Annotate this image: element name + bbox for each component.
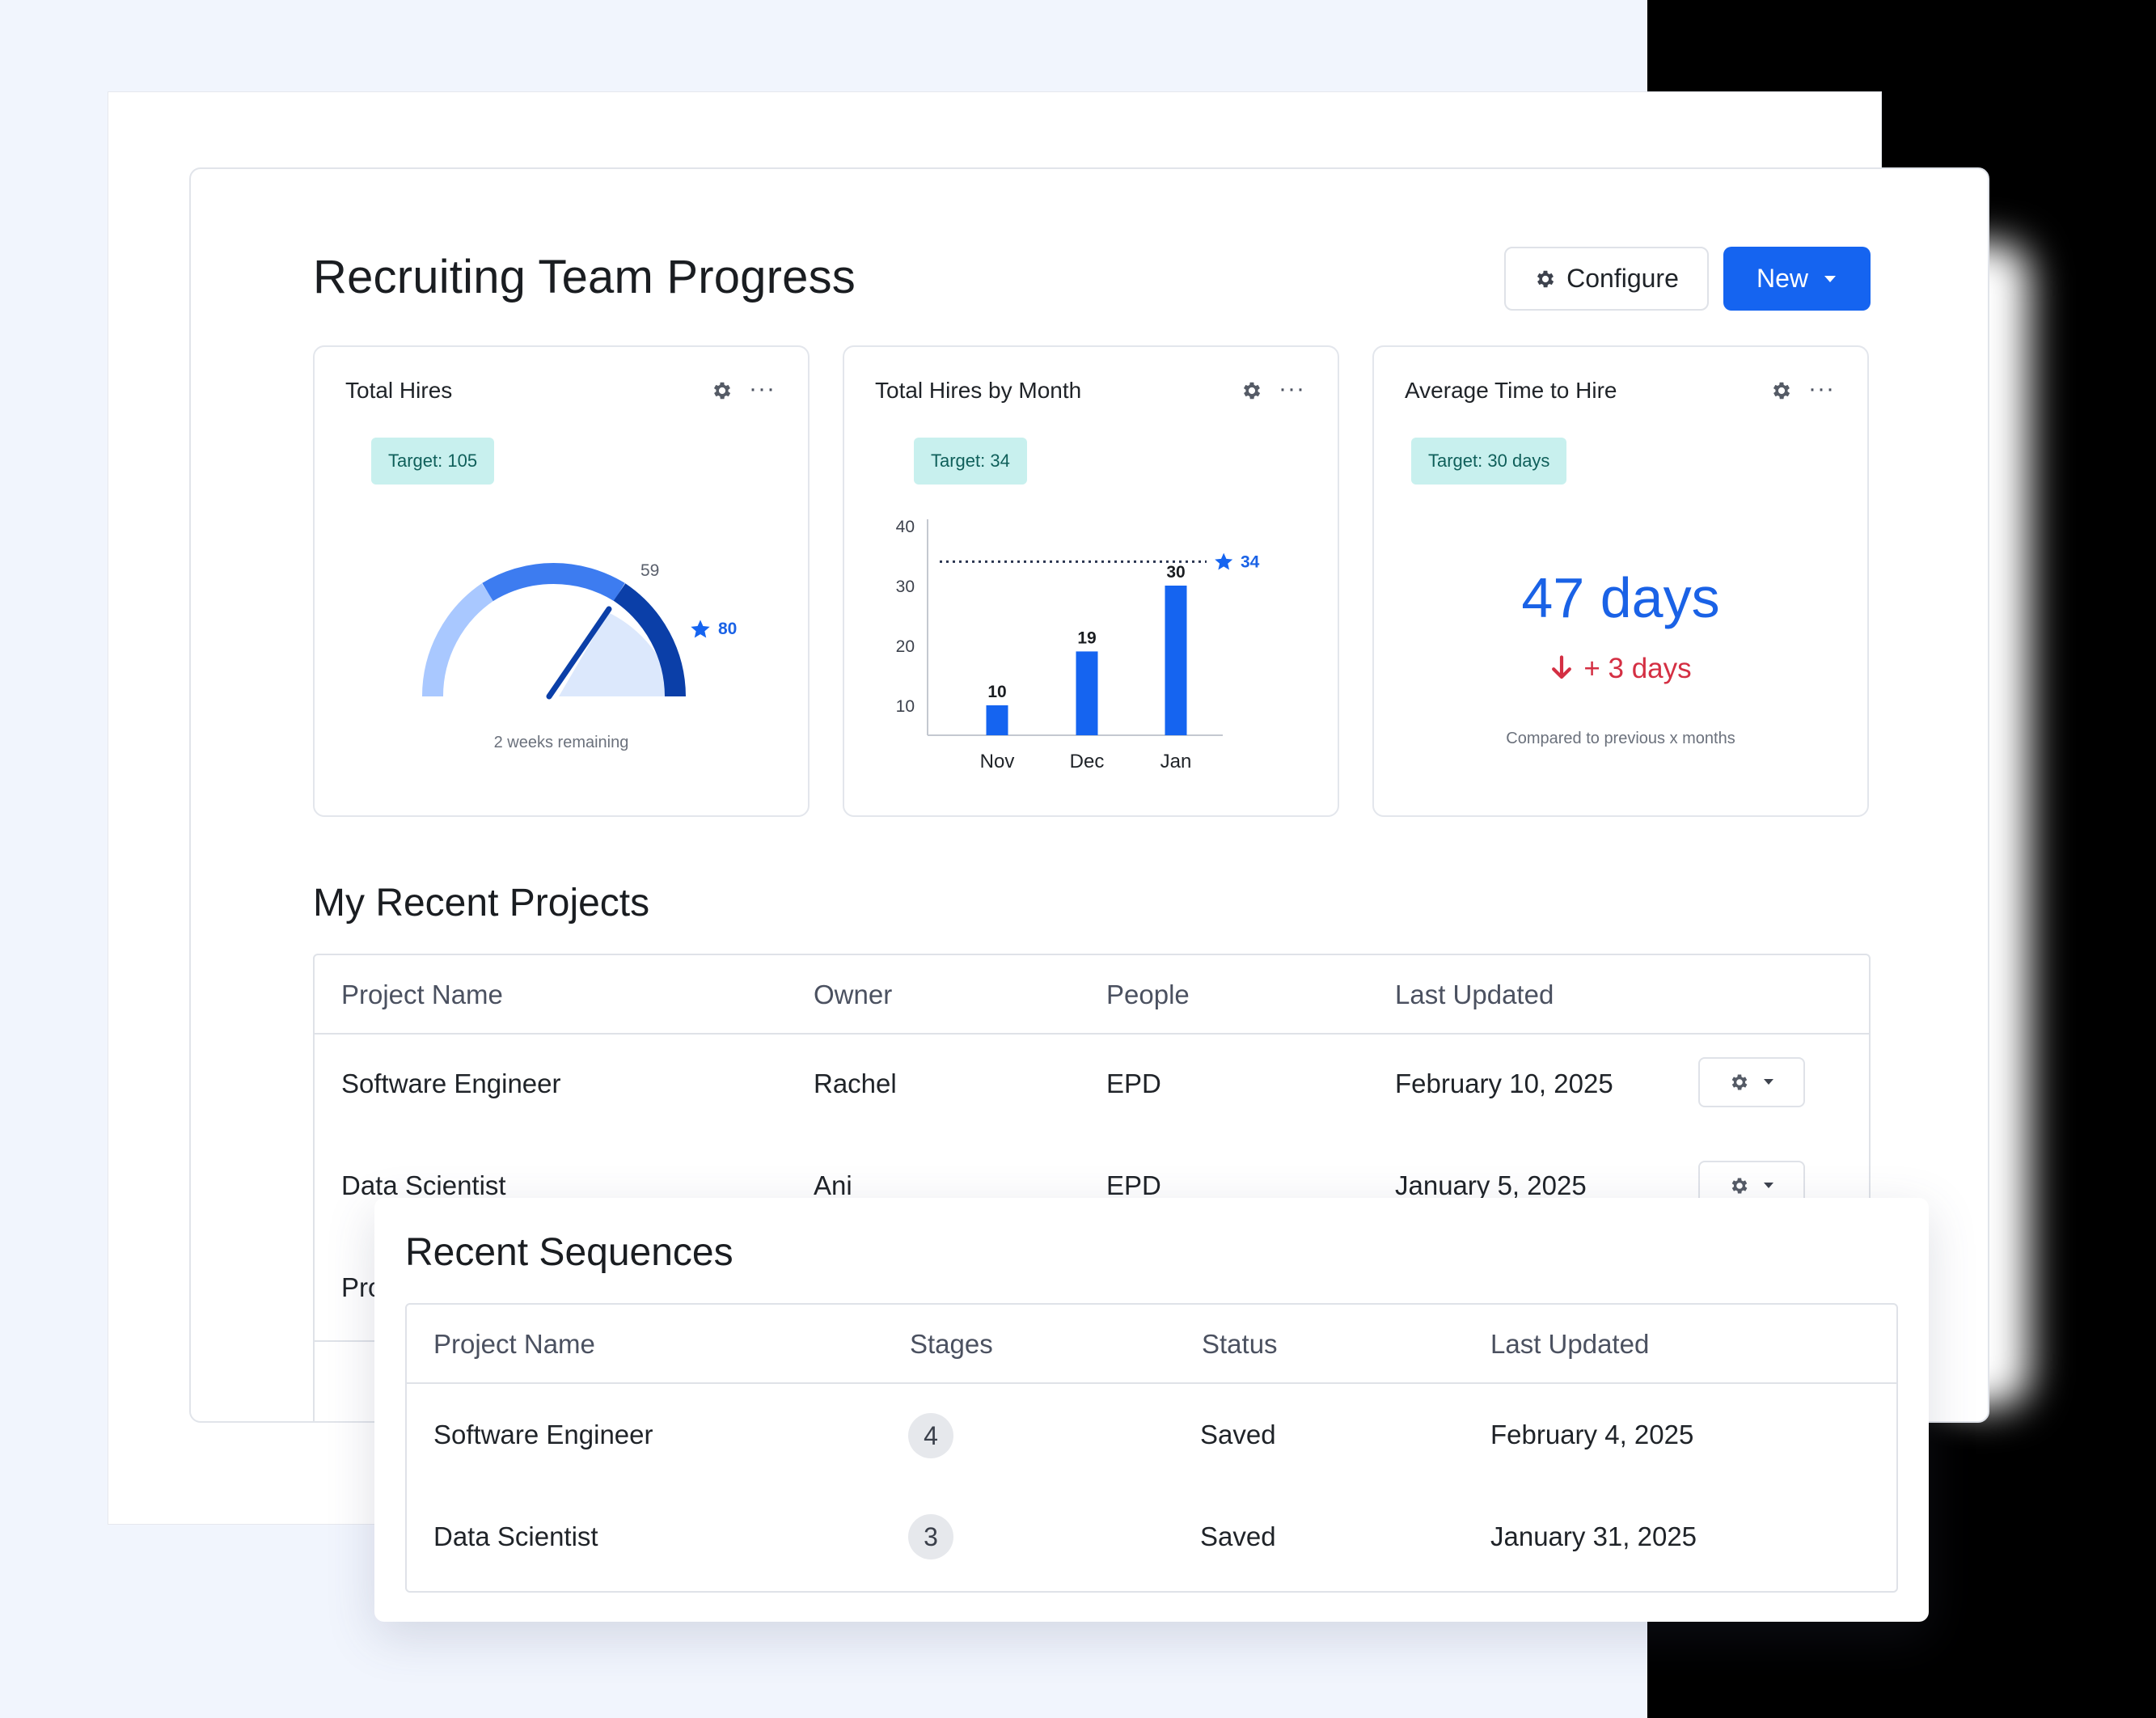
column-header: Last Updated — [1395, 980, 1554, 1009]
table-row[interactable]: Data Scientist 3 Saved January 31, 2025 — [407, 1486, 1896, 1588]
sequence-status: Saved — [1200, 1521, 1276, 1551]
project-people: EPD — [1106, 1170, 1161, 1200]
bar — [1165, 586, 1187, 735]
gear-icon[interactable] — [1241, 379, 1263, 402]
table-row[interactable]: Software Engineer 4 Saved February 4, 20… — [407, 1384, 1896, 1486]
hires-by-month-chart: 10 20 30 40 34 10 Nov 19 Dec 30 Jan — [896, 518, 1260, 772]
remaining-text: 2 weeks remaining — [493, 734, 629, 751]
sequence-updated: February 4, 2025 — [1490, 1420, 1694, 1449]
y-tick-label: 20 — [896, 637, 915, 656]
card-title: Average Time to Hire — [1405, 378, 1617, 403]
y-tick-label: 10 — [896, 697, 915, 716]
data-label: 19 — [1077, 628, 1096, 647]
star-icon — [691, 620, 710, 638]
compare-note: Compared to previous x months — [1506, 730, 1735, 747]
gear-icon — [1731, 1178, 1748, 1194]
target-badge: Target: 30 days — [1411, 438, 1567, 485]
hires-by-month-card: Total Hires by Month ··· Target: 34 10 20… — [843, 345, 1339, 817]
data-label: 10 — [987, 683, 1006, 701]
target-badge: Target: 34 — [914, 438, 1027, 485]
project-name: Data Scientist — [341, 1170, 506, 1200]
project-updated: January 5, 2025 — [1395, 1170, 1587, 1200]
project-updated: February 10, 2025 — [1395, 1068, 1613, 1098]
chevron-down-icon — [1764, 1079, 1773, 1085]
gear-icon[interactable] — [711, 379, 733, 402]
column-header: Project Name — [433, 1329, 595, 1359]
configure-label: Configure — [1566, 264, 1679, 293]
table-header: Project Name Stages Status Last Updated — [407, 1305, 1896, 1384]
more-icon[interactable]: ··· — [1808, 375, 1835, 402]
target-badge: Target: 105 — [371, 438, 495, 485]
avg-time-delta: + 3 days — [1374, 653, 1867, 685]
target-label: 34 — [1241, 552, 1260, 571]
sequence-status: Saved — [1200, 1420, 1276, 1449]
project-name: Software Engineer — [341, 1068, 561, 1098]
x-tick-label: Nov — [980, 751, 1015, 772]
project-owner: Rachel — [814, 1068, 897, 1098]
column-header: Project Name — [341, 980, 503, 1009]
sequences-table: Project Name Stages Status Last Updated … — [405, 1303, 1898, 1593]
sequence-name: Data Scientist — [433, 1521, 598, 1551]
delta-text: + 3 days — [1583, 653, 1692, 684]
project-owner: Ani — [814, 1170, 852, 1200]
column-header: Last Updated — [1490, 1329, 1650, 1359]
chevron-down-icon — [1824, 275, 1836, 282]
column-header: Stages — [910, 1329, 993, 1359]
avg-time-card: Average Time to Hire ··· Target: 30 days… — [1372, 345, 1869, 817]
row-actions-button[interactable] — [1698, 1057, 1805, 1107]
hires-gauge — [421, 563, 686, 700]
column-header: Owner — [814, 980, 893, 1009]
y-tick-label: 30 — [896, 578, 915, 596]
new-button[interactable]: New — [1723, 247, 1871, 311]
page-title: Recruiting Team Progress — [313, 251, 856, 303]
configure-button[interactable]: Configure — [1504, 247, 1709, 311]
new-label: New — [1756, 264, 1808, 293]
gear-icon — [1537, 270, 1554, 287]
section-title: Recent Sequences — [405, 1231, 733, 1274]
more-icon[interactable]: ··· — [1279, 375, 1305, 402]
column-header: People — [1106, 980, 1190, 1009]
more-icon[interactable]: ··· — [749, 375, 776, 402]
project-people: EPD — [1106, 1068, 1161, 1098]
column-header: Status — [1202, 1329, 1278, 1359]
bar — [1076, 651, 1098, 735]
table-header: Project Name Owner People Last Updated — [315, 955, 1869, 1035]
card-title: Total Hires by Month — [875, 378, 1082, 403]
x-tick-label: Dec — [1070, 751, 1105, 772]
star-icon — [1215, 552, 1233, 570]
card-title: Total Hires — [345, 378, 453, 403]
gauge-star-value: 80 — [718, 620, 738, 638]
table-row[interactable]: Software Engineer Rachel EPD February 10… — [315, 1035, 1869, 1136]
y-tick-label: 40 — [896, 518, 915, 536]
recent-sequences-panel: Recent Sequences Project Name Stages Sta… — [374, 1198, 1929, 1622]
avg-time-value: 47 days — [1521, 566, 1720, 629]
gear-icon — [1731, 1074, 1748, 1090]
bar — [986, 705, 1008, 735]
data-label: 30 — [1166, 563, 1185, 582]
gear-icon[interactable] — [1770, 379, 1793, 402]
sequence-name: Software Engineer — [433, 1420, 653, 1449]
arrow-down-icon — [1552, 655, 1572, 679]
stages-badge: 3 — [908, 1514, 953, 1559]
stages-badge: 4 — [908, 1413, 953, 1458]
chevron-down-icon — [1764, 1183, 1773, 1188]
total-hires-card: Total Hires ··· Target: 105 59 80 2 week… — [313, 345, 810, 817]
x-tick-label: Jan — [1160, 751, 1192, 772]
sequence-updated: January 31, 2025 — [1490, 1521, 1697, 1551]
section-title: My Recent Projects — [313, 882, 650, 925]
gauge-current-value: 59 — [640, 561, 660, 580]
